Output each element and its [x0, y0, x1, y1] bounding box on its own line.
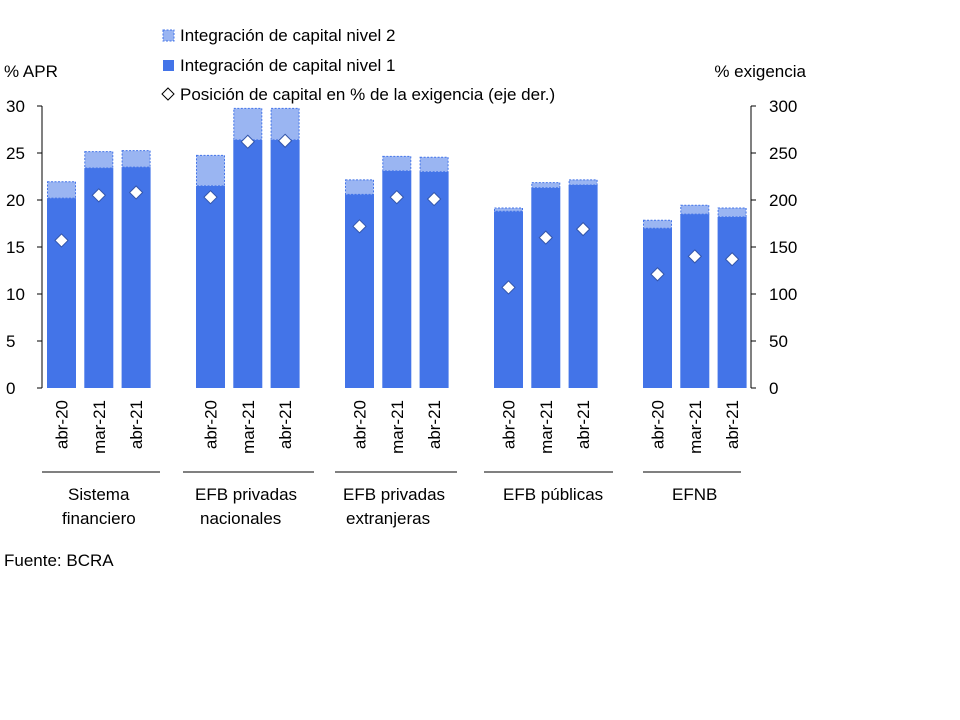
markers-layer [54, 133, 740, 295]
bar-n1 [531, 187, 561, 388]
bar-n2 [643, 219, 672, 229]
left-tick-label: 0 [6, 379, 15, 398]
position-marker [54, 233, 69, 248]
bar-n1 [419, 171, 449, 388]
bar-n2 [680, 204, 710, 215]
left-tick-label: 20 [6, 191, 25, 210]
period-label: abr-21 [127, 400, 146, 449]
bar-n1 [121, 167, 151, 388]
period-label: mar-21 [537, 400, 556, 454]
left-tick-label: 5 [6, 332, 15, 351]
position-marker [240, 134, 256, 149]
bar-n1 [382, 170, 412, 388]
period-label: mar-21 [239, 400, 258, 454]
legend-swatch-n1 [163, 60, 174, 71]
position-marker [277, 133, 293, 148]
bar-n2 [345, 179, 374, 195]
position-marker [575, 221, 591, 237]
bar-n2 [494, 207, 523, 212]
period-label: abr-21 [276, 400, 295, 449]
legend-label-n1: Integración de capital nivel 1 [180, 56, 395, 75]
bar-n2 [717, 207, 747, 218]
group-label: EFB privadas [195, 485, 297, 504]
period-label: mar-21 [686, 400, 705, 454]
axes-layer [37, 105, 756, 389]
position-marker [203, 189, 218, 205]
bars-layer [47, 107, 747, 388]
bar-n2 [568, 179, 598, 186]
position-marker [538, 230, 554, 245]
right-axis-label: % exigencia [714, 62, 806, 81]
left-axis-label: % APR [4, 62, 58, 81]
period-label: abr-20 [500, 400, 519, 449]
bar-n1 [717, 216, 747, 388]
bar-n1 [233, 139, 263, 388]
position-marker [389, 189, 405, 205]
right-tick-label: 100 [769, 285, 797, 304]
bar-n1 [680, 214, 710, 388]
period-label: abr-20 [649, 400, 668, 449]
right-tick-label: 300 [769, 97, 797, 116]
position-marker [650, 267, 665, 282]
group-label: EFNB [672, 485, 717, 504]
period-label: abr-21 [425, 400, 444, 449]
group-label: extranjeras [346, 509, 430, 528]
bar-n2 [196, 154, 225, 187]
left-tick-label: 15 [6, 238, 25, 257]
period-label: abr-21 [723, 400, 742, 449]
legend-swatch-n2 [162, 29, 175, 42]
period-label: abr-20 [351, 400, 370, 449]
period-label: abr-21 [574, 400, 593, 449]
legend-label-n2: Integración de capital nivel 2 [180, 26, 395, 45]
bar-n2 [419, 156, 449, 173]
position-marker [128, 185, 144, 200]
position-marker [724, 252, 740, 267]
bar-n2 [47, 181, 76, 199]
bar-n1 [84, 168, 114, 388]
right-tick-label: 50 [769, 332, 788, 351]
bar-n1 [494, 211, 523, 388]
period-label: abr-20 [202, 400, 221, 449]
source-note: Fuente: BCRA [4, 551, 114, 570]
position-marker [352, 219, 367, 234]
period-label: abr-20 [53, 400, 72, 449]
left-tick-label: 30 [6, 97, 25, 116]
legend-label-pos: Posición de capital en % de la exigencia… [180, 85, 555, 104]
position-marker [687, 249, 703, 264]
bar-n2 [84, 151, 114, 169]
group-label: financiero [62, 509, 136, 528]
legend-marker-diamond [161, 87, 175, 101]
bar-n2 [121, 150, 151, 168]
bar-n1 [568, 184, 598, 388]
bar-n2 [531, 182, 561, 189]
group-label: EFB públicas [503, 485, 603, 504]
position-marker [426, 191, 442, 207]
period-label: mar-21 [90, 400, 109, 454]
right-tick-label: 200 [769, 191, 797, 210]
group-label: EFB privadas [343, 485, 445, 504]
position-marker [91, 188, 107, 203]
right-tick-label: 150 [769, 238, 797, 257]
right-tick-label: 0 [769, 379, 778, 398]
right-tick-label: 250 [769, 144, 797, 163]
period-label: mar-21 [388, 400, 407, 454]
bar-n1 [47, 198, 76, 388]
category-labels-layer: Sistema financiero EFB privadas nacionales E… [42, 471, 741, 528]
legend: Integración de capital nivel 2 Integraci… [161, 26, 555, 104]
group-label: nacionales [200, 509, 281, 528]
group-label: Sistema [68, 485, 130, 504]
bar-n1 [196, 185, 225, 388]
position-marker [501, 280, 516, 295]
left-tick-label: 10 [6, 285, 25, 304]
left-tick-label: 25 [6, 144, 25, 163]
bar-n1 [643, 228, 672, 388]
bar-n2 [382, 155, 412, 172]
bar-n1 [270, 139, 300, 388]
